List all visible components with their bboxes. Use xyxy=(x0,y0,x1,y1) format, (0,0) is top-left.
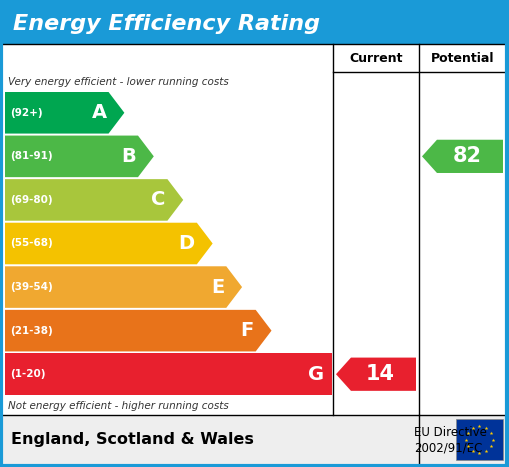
Text: G: G xyxy=(308,365,324,384)
Text: (21-38): (21-38) xyxy=(10,325,53,336)
Text: C: C xyxy=(151,191,165,209)
Polygon shape xyxy=(5,179,183,221)
Text: Current: Current xyxy=(349,51,403,64)
Text: Energy Efficiency Rating: Energy Efficiency Rating xyxy=(13,14,320,34)
Text: (55-68): (55-68) xyxy=(10,239,53,248)
Polygon shape xyxy=(5,223,213,264)
Text: 82: 82 xyxy=(453,146,482,166)
Bar xyxy=(456,419,503,460)
Polygon shape xyxy=(422,140,503,173)
Text: D: D xyxy=(179,234,195,253)
Text: (39-54): (39-54) xyxy=(10,282,53,292)
Polygon shape xyxy=(5,135,154,177)
Text: A: A xyxy=(92,103,106,122)
Polygon shape xyxy=(336,358,416,391)
Polygon shape xyxy=(5,266,242,308)
Text: 14: 14 xyxy=(366,364,395,384)
Text: Not energy efficient - higher running costs: Not energy efficient - higher running co… xyxy=(8,401,229,411)
Bar xyxy=(3,415,506,464)
Text: (1-20): (1-20) xyxy=(10,369,45,379)
Text: F: F xyxy=(240,321,253,340)
Text: 2002/91/EC: 2002/91/EC xyxy=(414,442,483,455)
Text: Potential: Potential xyxy=(431,51,494,64)
Bar xyxy=(3,3,506,44)
Polygon shape xyxy=(5,354,332,395)
Text: B: B xyxy=(121,147,136,166)
Text: (69-80): (69-80) xyxy=(10,195,52,205)
Text: Very energy efficient - lower running costs: Very energy efficient - lower running co… xyxy=(8,77,229,87)
Text: (81-91): (81-91) xyxy=(10,151,52,162)
Text: EU Directive: EU Directive xyxy=(414,425,487,439)
Text: England, Scotland & Wales: England, Scotland & Wales xyxy=(11,432,254,447)
Polygon shape xyxy=(5,92,124,134)
Polygon shape xyxy=(5,310,271,352)
Text: (92+): (92+) xyxy=(10,108,43,118)
Text: E: E xyxy=(211,277,224,297)
